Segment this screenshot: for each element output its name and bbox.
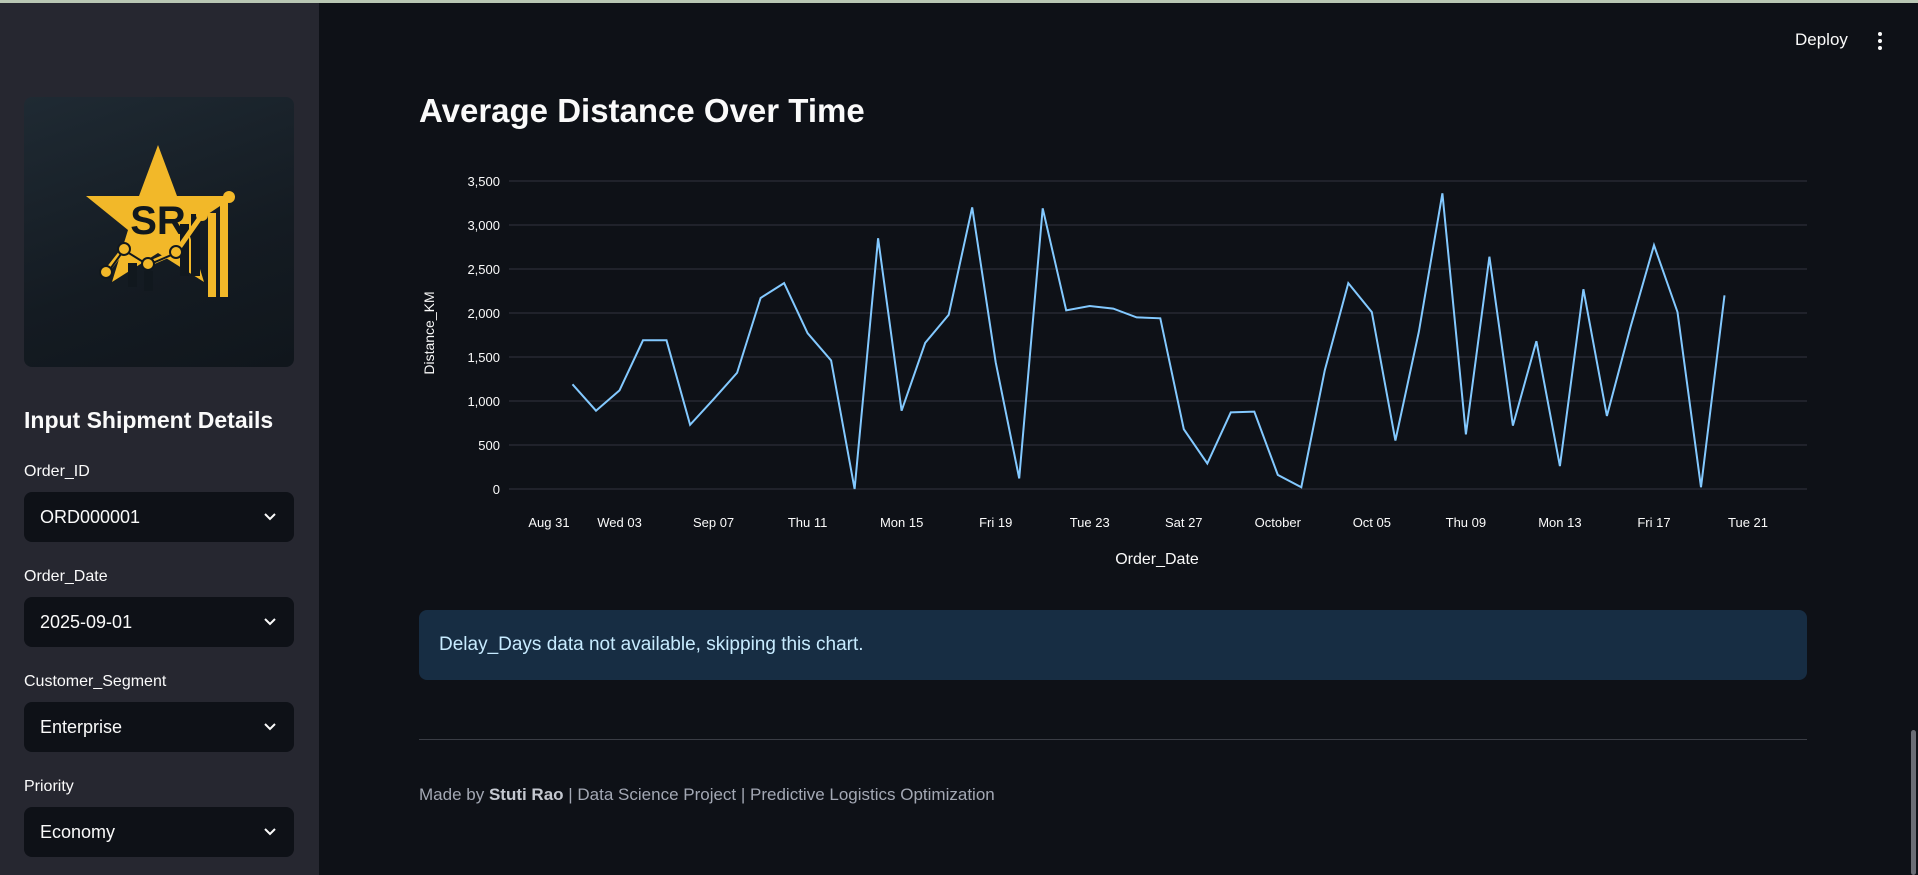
main-content: Deploy Average Distance Over Time 0 500 1,… [319, 3, 1918, 875]
top-accent-line [0, 0, 1918, 3]
sidebar-heading: Input Shipment Details [24, 407, 274, 433]
x-tick-label: Wed 03 [597, 515, 642, 530]
customer-segment-select[interactable]: Enterprise [24, 702, 294, 752]
y-tick-label: 1,000 [467, 394, 500, 409]
logo-card: SR [24, 97, 294, 367]
x-tick-label: Mon 13 [1538, 515, 1581, 530]
x-tick-label: Sat 27 [1165, 515, 1203, 530]
priority-select[interactable]: Economy [24, 807, 294, 857]
x-tick-label: Thu 09 [1446, 515, 1486, 530]
order-id-label: Order_ID [24, 463, 90, 480]
y-tick-label: 2,000 [467, 306, 500, 321]
x-axis-title: Order_Date [1115, 551, 1199, 568]
y-tick-label: 3,000 [467, 218, 500, 233]
footer-author: Stuti Rao [488, 785, 564, 804]
y-tick-label: 3,500 [467, 174, 500, 189]
footer-suffix: | Data Science Project | Predictive Logi… [563, 785, 995, 804]
x-tick-label: Fri 19 [979, 515, 1012, 530]
divider [419, 739, 1807, 740]
y-tick-label: 500 [478, 438, 500, 453]
deploy-button[interactable]: Deploy [1795, 30, 1848, 49]
y-axis-title: Distance_KM [421, 291, 437, 374]
page-title: Average Distance Over Time [419, 92, 865, 129]
logo-text: SR [130, 199, 186, 243]
chevron-down-icon [264, 513, 276, 521]
priority-label: Priority [24, 778, 74, 795]
x-tick-label: Fri 17 [1637, 515, 1670, 530]
chevron-down-icon [264, 723, 276, 731]
kebab-menu-icon[interactable] [1870, 30, 1890, 52]
series-line [571, 193, 1726, 490]
x-tick-label: Tue 23 [1070, 515, 1110, 530]
customer-segment-label: Customer_Segment [24, 673, 167, 690]
info-alert: Delay_Days data not available, skipping … [419, 610, 1807, 680]
chevron-down-icon [264, 828, 276, 836]
info-alert-text: Delay_Days data not available, skipping … [439, 634, 864, 655]
footer: Made by Stuti Rao | Data Science Project… [419, 785, 995, 805]
y-tick-label: 0 [493, 482, 500, 497]
priority-value: Economy [40, 821, 116, 842]
order-id-select[interactable]: ORD000001 [24, 492, 294, 542]
order-date-value: 2025-09-01 [40, 611, 133, 632]
footer-prefix: Made by [419, 785, 489, 804]
x-tick-label: Oct 05 [1353, 515, 1391, 530]
star-logo-icon: SR [86, 145, 235, 297]
x-tick-label: Mon 15 [880, 515, 923, 530]
y-tick-label: 1,500 [467, 350, 500, 365]
y-tick-label: 2,500 [467, 262, 500, 277]
distance-line-chart: 0 500 1,000 1,500 2,000 2,500 3,000 3,500 Aug 31… [421, 174, 1807, 568]
sidebar: SR Input Shipment Details Order_ID ORD00… [0, 3, 319, 875]
x-tick-label: Thu 11 [788, 515, 828, 530]
x-tick-label: Tue 21 [1728, 515, 1768, 530]
order-id-value: ORD000001 [40, 506, 141, 527]
order-date-select[interactable]: 2025-09-01 [24, 597, 294, 647]
order-date-label: Order_Date [24, 568, 108, 585]
x-tick-label: Sep 07 [693, 515, 734, 530]
x-tick-label: October [1255, 515, 1302, 530]
chevron-down-icon [264, 618, 276, 626]
customer-segment-value: Enterprise [40, 716, 123, 737]
scrollbar[interactable] [1911, 730, 1916, 875]
x-tick-label: Aug 31 [528, 515, 569, 530]
